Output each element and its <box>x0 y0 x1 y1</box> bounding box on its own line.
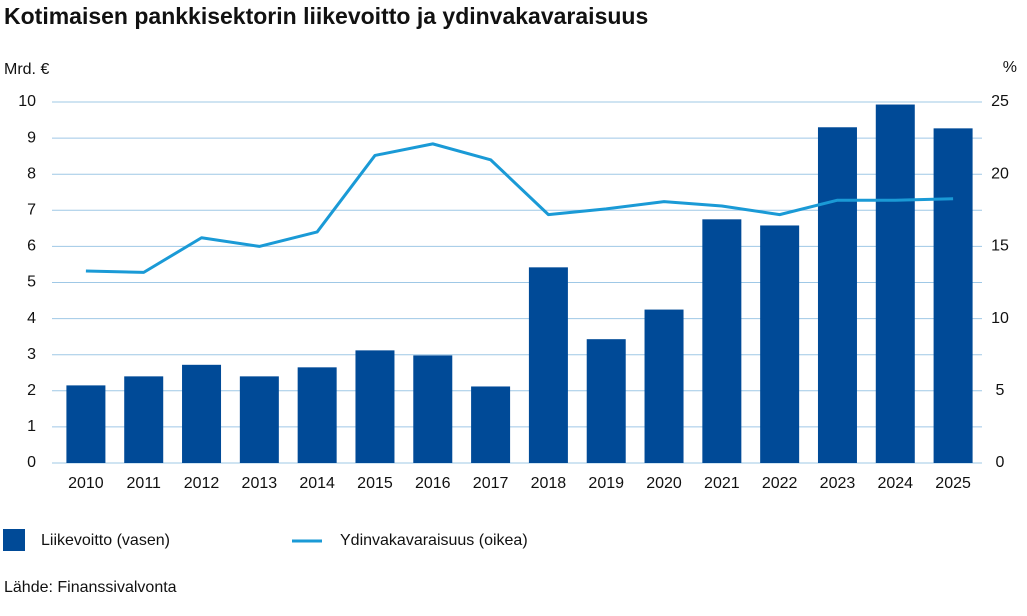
y2-tick-label: 10 <box>991 310 1009 327</box>
bar <box>586 339 626 463</box>
bar <box>528 267 568 463</box>
x-tick-label: 2022 <box>762 475 798 492</box>
bar <box>124 376 164 463</box>
x-tick-label: 2019 <box>588 475 624 492</box>
y2-tick-label: 0 <box>996 454 1005 471</box>
x-tick-label: 2023 <box>820 475 856 492</box>
bar <box>239 376 279 463</box>
bar <box>297 367 337 463</box>
x-tick-label: 2014 <box>299 475 335 492</box>
y-tick-label: 6 <box>27 238 36 255</box>
x-tick-label: 2010 <box>68 475 104 492</box>
bar <box>875 104 915 463</box>
source: Lähde: Finanssivalvonta <box>4 579 177 596</box>
x-tick-label: 2011 <box>127 475 162 492</box>
y-axis-label: Mrd. € <box>4 61 49 78</box>
y2-tick-label: 20 <box>991 165 1009 182</box>
legend-label: Liikevoitto (vasen) <box>41 532 170 549</box>
y-tick-label: 10 <box>18 93 36 110</box>
y2-tick-label: 15 <box>991 238 1009 255</box>
x-tick-label: 2021 <box>704 475 740 492</box>
x-tick-label: 2024 <box>877 475 913 492</box>
x-tick-label: 2025 <box>935 475 971 492</box>
bar <box>760 225 800 463</box>
y2-tick-label: 5 <box>996 382 1005 399</box>
bar <box>413 355 453 463</box>
y-tick-label: 3 <box>27 346 36 363</box>
x-tick-label: 2013 <box>242 475 278 492</box>
x-tick-label: 2020 <box>646 475 682 492</box>
bar <box>182 364 222 463</box>
y-tick-label: 0 <box>27 454 36 471</box>
chart-title: Kotimaisen pankkisektorin liikevoitto ja… <box>4 3 648 29</box>
y-tick-label: 7 <box>27 202 36 219</box>
y-tick-label: 9 <box>27 129 36 146</box>
y-tick-label: 4 <box>27 310 36 327</box>
legend-swatch <box>3 529 25 551</box>
legend-label: Ydinvakavaraisuus (oikea) <box>340 532 528 549</box>
bar <box>817 127 857 464</box>
y2-axis-label: % <box>1003 59 1017 76</box>
bar <box>355 350 395 463</box>
y2-tick-label: 25 <box>991 93 1009 110</box>
y-tick-label: 5 <box>27 274 36 291</box>
bar <box>471 386 511 463</box>
x-tick-label: 2018 <box>531 475 567 492</box>
bar <box>644 309 684 463</box>
bar <box>702 219 742 463</box>
x-tick-label: 2017 <box>473 475 509 492</box>
line <box>85 142 954 274</box>
x-tick-label: 2016 <box>415 475 451 492</box>
bar <box>933 128 973 463</box>
y-tick-label: 2 <box>27 382 36 399</box>
x-tick-label: 2015 <box>357 475 393 492</box>
x-tick-label: 2012 <box>184 475 220 492</box>
y-tick-label: 1 <box>27 418 36 435</box>
bar <box>66 385 106 463</box>
y-tick-label: 8 <box>27 165 36 182</box>
